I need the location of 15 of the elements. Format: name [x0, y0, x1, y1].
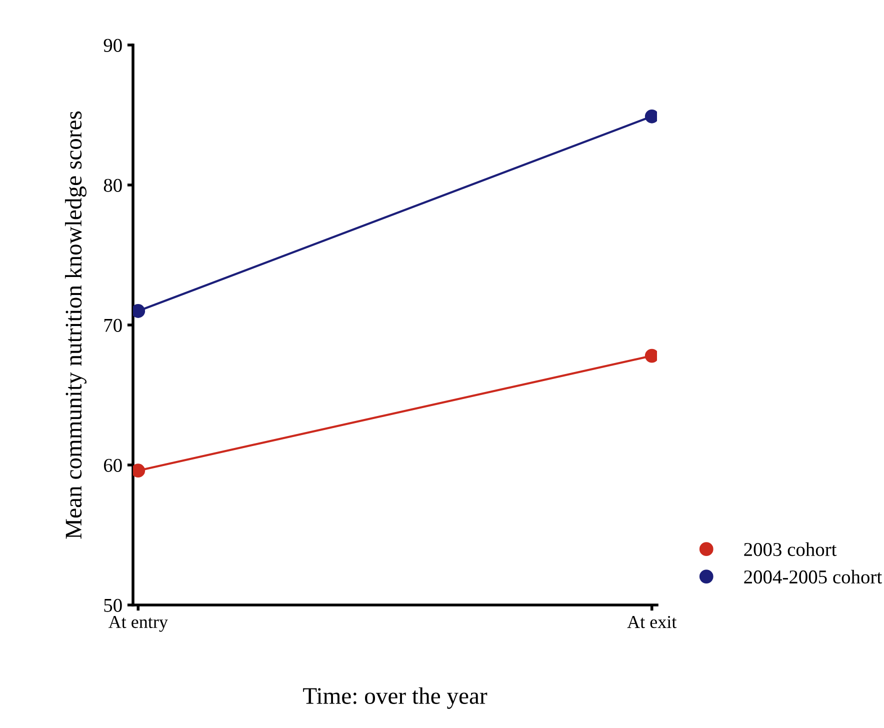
y-tick-label: 60 — [104, 458, 122, 472]
y-tick-label: 80 — [104, 178, 122, 192]
y-axis-title: Mean community nutrition knowledge scores — [64, 111, 86, 539]
y-tick-label: 50 — [104, 598, 122, 612]
legend-label: 2003 cohort — [744, 542, 837, 556]
point — [644, 348, 657, 363]
x-axis-title: Time: over the year — [303, 687, 488, 709]
x-tick-label: At exit — [627, 616, 677, 628]
point — [133, 304, 146, 318]
x-tick-label: At entry — [108, 616, 168, 632]
point — [644, 109, 657, 124]
y-tick-label: 90 — [104, 38, 122, 52]
legend-label: 2004-2005 cohort — [744, 570, 882, 584]
point — [133, 464, 146, 478]
y-tick-label: 70 — [104, 318, 122, 332]
